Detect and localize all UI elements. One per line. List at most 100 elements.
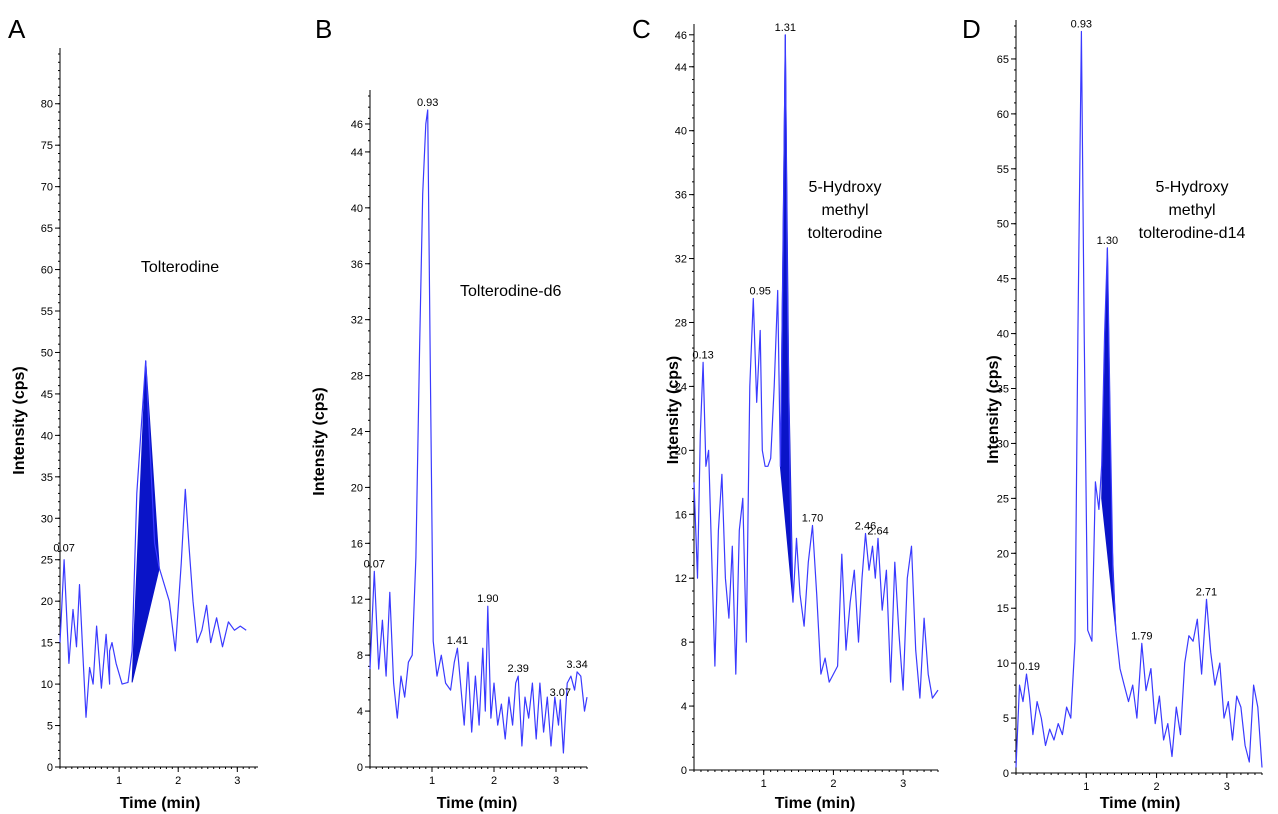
x-axis-title: Time (min) <box>120 795 201 812</box>
panel-a: A 0 5 10 15 20 25 30 35 40 45 50 55 60 65 70 75 80 1 2 3 Time… <box>8 14 258 812</box>
x-tick-label: 2 <box>830 778 836 790</box>
y-tick-label: 40 <box>351 203 363 215</box>
peak-label: 0.93 <box>1071 18 1092 30</box>
x-tick-label: 3 <box>234 775 240 787</box>
peak-label: 0.13 <box>692 349 713 361</box>
compound-label-line: tolterodine <box>808 225 883 242</box>
y-axis-title: Intensity (cps) <box>11 366 28 474</box>
y-tick-label: 15 <box>997 603 1009 615</box>
y-tick-label: 32 <box>675 254 687 266</box>
y-tick-label: 75 <box>41 140 53 152</box>
chromatogram-trace <box>369 109 588 754</box>
y-tick-label: 0 <box>357 762 363 774</box>
y-axis-title: Intensity (cps) <box>985 355 1002 463</box>
y-tick-label: 4 <box>681 701 687 713</box>
y-tick-label: 24 <box>675 381 687 393</box>
peak-label: 0.07 <box>53 543 74 555</box>
peak-label: 1.31 <box>775 22 796 34</box>
peak-label: 1.70 <box>802 512 823 524</box>
peak-label: 0.93 <box>417 97 438 109</box>
y-tick-label: 0 <box>1003 768 1009 780</box>
compound-label-line: 5-Hydroxy <box>809 179 882 196</box>
y-tick-label: 16 <box>675 509 687 521</box>
y-tick-label: 45 <box>41 389 53 401</box>
y-tick-label: 8 <box>357 650 363 662</box>
panel-letter: C <box>632 14 651 44</box>
compound-label-line: methyl <box>1168 202 1215 219</box>
y-tick-label: 44 <box>675 62 687 74</box>
y-tick-label: 10 <box>41 679 53 691</box>
compound-label-line: methyl <box>821 202 868 219</box>
x-axis-title: Time (min) <box>1100 795 1181 812</box>
x-axis-title: Time (min) <box>775 795 856 812</box>
x-tick-label: 3 <box>900 778 906 790</box>
x-tick-label: 1 <box>1083 781 1089 793</box>
panel-letter: B <box>315 14 332 44</box>
y-tick-label: 25 <box>997 493 1009 505</box>
y-tick-label: 46 <box>351 119 363 131</box>
y-tick-label: 40 <box>675 126 687 138</box>
x-tick-label: 3 <box>553 775 559 787</box>
y-tick-label: 28 <box>675 317 687 329</box>
y-tick-label: 70 <box>41 182 53 194</box>
chromatogram-trace <box>693 34 939 699</box>
y-tick-label: 80 <box>41 99 53 111</box>
y-axis-title: Intensity (cps) <box>311 387 328 495</box>
chromatogram-trace <box>1015 30 1263 768</box>
y-tick-label: 45 <box>997 274 1009 286</box>
y-tick-label: 24 <box>351 427 363 439</box>
peak-label: 0.07 <box>364 558 385 570</box>
y-tick-label: 55 <box>997 164 1009 176</box>
y-tick-label: 8 <box>681 637 687 649</box>
x-tick-label: 3 <box>1224 781 1230 793</box>
y-tick-label: 10 <box>997 658 1009 670</box>
y-tick-label: 5 <box>1003 713 1009 725</box>
y-tick-label: 4 <box>357 706 363 718</box>
y-tick-label: 20 <box>351 482 363 494</box>
peak-label: 0.95 <box>750 286 771 298</box>
peak-label: 1.41 <box>447 635 468 647</box>
peak-label: 1.79 <box>1131 630 1152 642</box>
y-tick-label: 35 <box>41 472 53 484</box>
x-tick-label: 2 <box>175 775 181 787</box>
y-tick-label: 40 <box>41 430 53 442</box>
panel-letter: D <box>962 14 981 44</box>
y-tick-label: 16 <box>351 538 363 550</box>
peak-label: 3.34 <box>566 659 587 671</box>
panel-d: D 0 5 10 15 20 25 30 35 40 45 50 55 60 65 1 2 3 Time (min)… <box>962 14 1263 812</box>
compound-label-line: 5-Hydroxy <box>1156 179 1229 196</box>
peak-label: 1.90 <box>477 593 498 605</box>
y-tick-label: 65 <box>41 223 53 235</box>
compound-label-line: tolterodine-d14 <box>1139 225 1246 242</box>
peak-label: 3.07 <box>550 687 571 699</box>
peak-label: 1.30 <box>1097 235 1118 247</box>
y-tick-label: 50 <box>41 347 53 359</box>
y-tick-label: 36 <box>351 259 363 271</box>
x-tick-label: 1 <box>429 775 435 787</box>
peak-label: 2.39 <box>507 663 528 675</box>
y-axis-title: Intensity (cps) <box>665 356 682 464</box>
chromatogram-trace <box>59 360 247 718</box>
y-tick-label: 20 <box>675 445 687 457</box>
integrated-peak-area <box>131 360 160 683</box>
peak-label: 0.19 <box>1019 661 1040 673</box>
y-tick-label: 46 <box>675 30 687 42</box>
x-tick-label: 1 <box>761 778 767 790</box>
y-tick-label: 25 <box>41 555 53 567</box>
y-tick-label: 20 <box>41 596 53 608</box>
y-tick-label: 60 <box>997 109 1009 121</box>
y-tick-label: 15 <box>41 638 53 650</box>
x-axis-title: Time (min) <box>437 795 518 812</box>
peak-label: 2.46 <box>855 520 876 532</box>
y-tick-label: 5 <box>47 721 53 733</box>
peak-label: 2.64 <box>867 525 888 537</box>
y-tick-label: 28 <box>351 371 363 383</box>
compound-label-line: Tolterodine-d6 <box>460 283 562 300</box>
peak-label: 2.71 <box>1196 586 1217 598</box>
y-tick-label: 35 <box>997 384 1009 396</box>
y-tick-label: 36 <box>675 190 687 202</box>
y-tick-label: 20 <box>997 548 1009 560</box>
